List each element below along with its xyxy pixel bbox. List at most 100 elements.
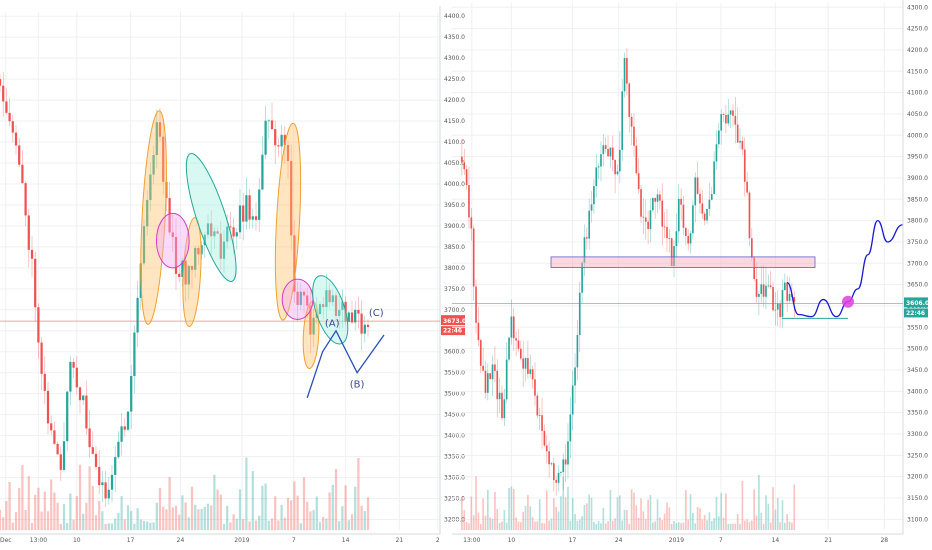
- left-candle-body: [213, 231, 216, 237]
- left-volume-bar: [197, 509, 200, 530]
- right-volume-bar: [515, 517, 517, 530]
- right-candle-body: [531, 369, 534, 380]
- right-volume-bar: [465, 522, 468, 530]
- right-y-tick-label: 3850.0: [907, 196, 928, 203]
- right-volume-bar: [699, 508, 701, 530]
- left-candle-body: [363, 324, 366, 334]
- right-volume-bar: [543, 523, 546, 530]
- right-candle-body: [609, 147, 612, 157]
- right-candle-body: [652, 198, 654, 211]
- right-candle-body: [774, 309, 777, 311]
- left-candle-body: [341, 301, 344, 310]
- right-volume-bar: [736, 513, 739, 530]
- left-candle-body: [126, 411, 130, 430]
- left-volume-bar: [152, 522, 155, 530]
- left-volume-bar: [88, 466, 91, 530]
- left-y-tick-label: 3900.0: [444, 223, 465, 230]
- right-volume-bar: [578, 519, 581, 530]
- right-volume-bar: [505, 522, 508, 530]
- right-candle-body: [524, 358, 527, 369]
- left-candle-body: [155, 122, 158, 156]
- left-candle-body: [286, 145, 290, 162]
- right-candle-body: [642, 216, 645, 218]
- left-candle-body: [37, 307, 40, 343]
- right-volume-bar: [607, 521, 609, 530]
- right-volume-bar: [586, 503, 588, 530]
- right-volume-bar: [475, 476, 477, 530]
- right-candle-body: [529, 369, 532, 374]
- right-volume-bar: [661, 520, 664, 530]
- left-candle-body: [261, 154, 264, 190]
- right-candle-body: [496, 370, 499, 400]
- left-volume-bar: [94, 515, 98, 530]
- right-candle-body: [722, 114, 725, 115]
- right-candle-body: [468, 185, 470, 218]
- right-x-tick-label: 17: [569, 537, 577, 544]
- left-volume-bar: [251, 471, 254, 530]
- left-volume-bar: [69, 493, 72, 530]
- left-volume-bar: [334, 468, 338, 530]
- right-candle-body: [713, 161, 715, 195]
- ellipse-annotation: [185, 153, 237, 283]
- left-volume-bar: [75, 496, 78, 530]
- left-y-tick-label: 3500.0: [444, 391, 465, 398]
- right-volume-bar: [689, 494, 692, 530]
- left-candle-body: [88, 428, 91, 448]
- right-volume-bar: [508, 487, 510, 530]
- right-volume-bar: [788, 521, 791, 530]
- left-y-tick-label: 4050.0: [444, 160, 465, 167]
- right-candle-body: [600, 154, 602, 167]
- ellipse-annotation: [274, 122, 302, 321]
- right-volume-bar: [517, 521, 520, 530]
- left-x-tick-label: 21: [396, 537, 404, 544]
- right-volume-bar: [512, 488, 515, 530]
- left-candle-body: [270, 120, 274, 130]
- right-x-tick-label: 14: [772, 537, 780, 544]
- left-candle-body: [0, 79, 2, 86]
- right-candle-body: [689, 233, 692, 244]
- right-volume-bar: [772, 487, 774, 530]
- right-volume-bar: [489, 517, 492, 530]
- left-volume-bar: [53, 492, 56, 530]
- right-y-tick-label: 3700.0: [907, 260, 928, 267]
- left-candle-body: [27, 215, 30, 250]
- right-chart-panel[interactable]: 3100.0 3150.0 3200.0 3250.0 3300.0 3350.0 3400…: [452, 0, 929, 544]
- left-candle-body: [72, 361, 75, 368]
- left-candle-body: [120, 426, 123, 442]
- right-volume-bar: [774, 509, 777, 530]
- right-volume-bar: [571, 498, 574, 530]
- left-volume-bar: [50, 479, 53, 530]
- left-candle-body: [133, 332, 136, 376]
- right-volume-bar: [637, 517, 640, 530]
- left-chart-panel[interactable]: 3200.0 3250.0 3300.0 3350.0 3400.0 3450.0 3500…: [0, 6, 466, 544]
- left-countdown-tag: [441, 326, 465, 336]
- left-candle-body: [187, 265, 190, 285]
- right-candle-body: [553, 463, 555, 481]
- right-candle-body: [746, 181, 748, 193]
- right-candle-body: [484, 370, 487, 393]
- left-candle-body: [158, 122, 162, 137]
- right-volume-bar: [534, 521, 536, 530]
- left-candle-body: [290, 161, 293, 236]
- right-candle-body: [489, 373, 492, 380]
- left-volume-bar: [14, 512, 18, 530]
- right-candle-body: [588, 210, 591, 239]
- right-x-tick-label: 21: [824, 537, 832, 544]
- left-volume-bar: [341, 506, 344, 530]
- right-volume-bar: [626, 510, 628, 530]
- right-y-tick-label: 4200.0: [907, 47, 928, 54]
- left-candle-body: [258, 189, 261, 220]
- left-candle-body: [293, 235, 296, 292]
- right-volume-bar: [590, 497, 593, 530]
- right-candle-body: [510, 316, 513, 338]
- right-candle-body: [743, 149, 746, 182]
- right-volume-bar: [557, 511, 560, 530]
- left-volume: [0, 457, 370, 530]
- right-volume-bar: [541, 523, 543, 530]
- left-volume-bar: [168, 477, 171, 530]
- left-volume-bar: [56, 502, 59, 530]
- left-volume-bar: [315, 496, 318, 530]
- right-volume-bar: [751, 520, 753, 530]
- left-candle-body: [248, 195, 251, 220]
- left-candle-body: [309, 305, 312, 335]
